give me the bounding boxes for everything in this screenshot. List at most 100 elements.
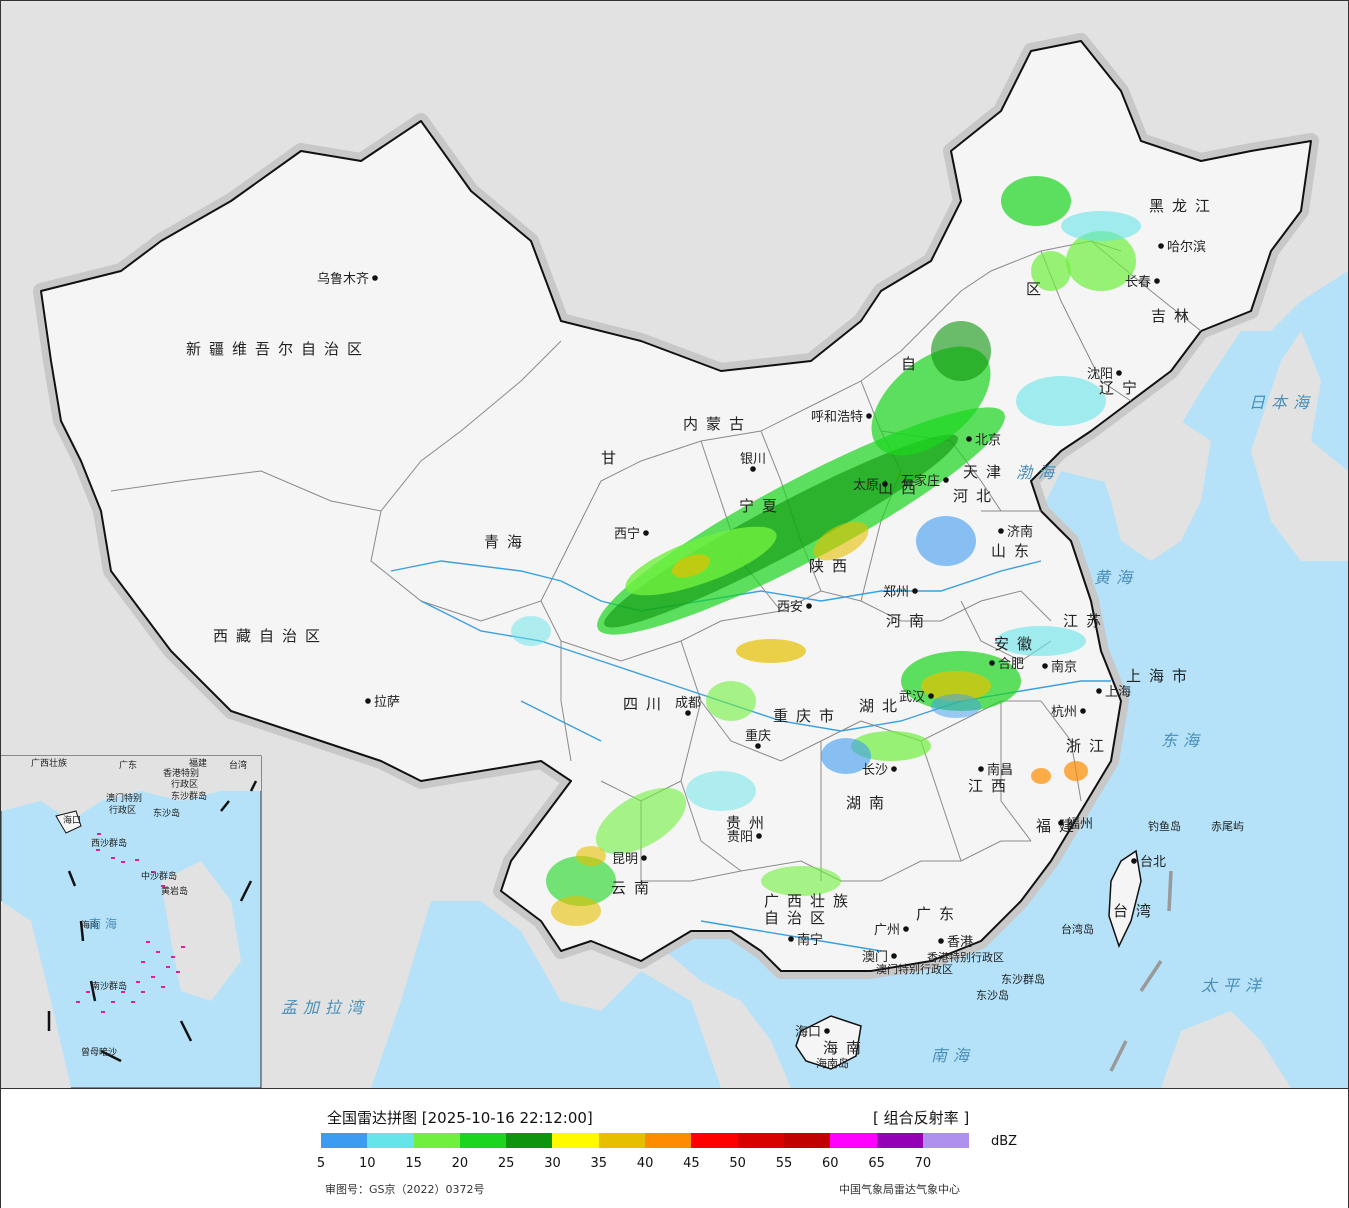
color-swatch (645, 1133, 692, 1148)
city-marker[interactable] (978, 766, 984, 772)
hainan-island (795, 1015, 862, 1070)
inset-label: 东沙群岛 (171, 790, 207, 802)
inset-island-mark (151, 871, 155, 873)
color-scale-tick-label: 65 (868, 1156, 885, 1171)
city-marker[interactable] (685, 710, 691, 716)
province-label-tianjin: 天津 (963, 463, 1009, 481)
sea-label: 东海 (1161, 731, 1205, 750)
city-marker[interactable] (903, 926, 909, 932)
inset-label: 海口 (63, 814, 81, 826)
inset-label: 澳门特别 (106, 792, 142, 804)
city-marker[interactable] (882, 481, 888, 487)
province-label-jiangsu: 江苏 (1063, 612, 1109, 630)
city-marker[interactable] (372, 275, 378, 281)
inset-label: 西沙群岛 (91, 837, 127, 849)
color-scale-bar (321, 1133, 970, 1148)
sea-label: 太平洋 (1201, 976, 1267, 995)
radar-echo (931, 694, 981, 718)
province-label-xinjiang: 新疆维吾尔自治区 (186, 340, 370, 358)
inset-island-mark (121, 861, 125, 863)
inset-label: 香港特别 (163, 767, 199, 779)
city-marker[interactable] (998, 528, 1004, 534)
city-marker[interactable] (365, 698, 371, 704)
radar-echo (595, 787, 687, 855)
city-marker[interactable] (1131, 858, 1137, 864)
inset-label: 中沙群岛 (141, 870, 177, 882)
province-label-qinghai: 青海 (484, 533, 530, 551)
city-marker[interactable] (1058, 820, 1064, 826)
inset-label: 行政区 (109, 804, 136, 816)
color-swatch (783, 1133, 831, 1148)
city-marker[interactable] (891, 953, 897, 959)
color-scale-tick-label: 5 (316, 1156, 326, 1171)
city-marker[interactable] (943, 477, 949, 483)
city-marker[interactable] (966, 436, 972, 442)
province-label-hunan: 湖南 (846, 794, 892, 812)
color-scale-tick-label: 25 (497, 1156, 515, 1171)
color-swatch (367, 1133, 414, 1148)
color-swatch (922, 1133, 970, 1148)
city-label: 海口 (795, 1025, 821, 1040)
foreign-land-japan (1251, 331, 1348, 561)
radar-echo (1016, 376, 1106, 426)
city-marker[interactable] (928, 693, 934, 699)
city-label: 成都 (675, 696, 701, 711)
city-marker[interactable] (912, 588, 918, 594)
radar-echo (761, 866, 841, 896)
city-marker[interactable] (806, 603, 812, 609)
city-marker[interactable] (788, 936, 794, 942)
city-marker[interactable] (641, 855, 647, 861)
city-label: 南昌 (987, 762, 1013, 778)
island-label: 海南岛 (816, 1056, 849, 1070)
city-marker[interactable] (643, 530, 649, 536)
city-marker[interactable] (938, 938, 944, 944)
sea-label: 黄海 (1094, 568, 1138, 587)
city-label: 合肥 (998, 657, 1024, 672)
inset-label: 南沙群岛 (91, 980, 127, 992)
inset-label: 海南 (81, 919, 99, 931)
island-label: 东沙群岛 (1001, 972, 1045, 986)
inset-label: 广东 (119, 759, 137, 771)
province-label-hainan: 海南 (823, 1039, 869, 1057)
city-marker[interactable] (1154, 278, 1160, 284)
color-swatch (506, 1133, 553, 1148)
city-label: 石家庄 (901, 473, 940, 489)
city-marker[interactable] (755, 743, 761, 749)
province-label-fujian: 福建 (1036, 817, 1082, 835)
city-label: 西安 (777, 600, 803, 615)
inset-island-mark (86, 991, 90, 993)
city-label: 昆明 (612, 852, 638, 867)
city-marker[interactable] (750, 466, 756, 472)
inset-label: 广西壮族 (31, 757, 67, 769)
city-label: 贵阳 (727, 830, 753, 845)
south-china-sea-inset: 广西壮族 广东 福建 台湾海口香港特别行政区澳门特别行政区东沙群岛东沙岛西沙群岛中沙群… (1, 755, 262, 1088)
color-swatch (737, 1133, 784, 1148)
city-marker[interactable] (1116, 370, 1122, 376)
city-marker[interactable] (756, 833, 762, 839)
city-label: 西宁 (614, 526, 640, 542)
city-label: 济南 (1007, 524, 1033, 540)
legend-title: 全国雷达拼图 [2025-10-16 22:12:00] (327, 1109, 593, 1127)
city-marker[interactable] (1096, 688, 1102, 694)
radar-map[interactable]: 广西壮族 广东 福建 台湾 海口 香港特别 行政区 澳门特别 行政区 东沙群岛 东沙岛 西沙群岛 中沙群… (1, 1, 1348, 1088)
map-approval-number: 审图号：GS京（2022）0372号 (325, 1183, 485, 1196)
color-scale-tick-label: 45 (683, 1156, 700, 1171)
city-marker[interactable] (1158, 243, 1164, 249)
inset-island-mark (121, 991, 125, 993)
inset-island-mark (96, 849, 100, 851)
city-label: 长春 (1125, 275, 1151, 290)
city-marker[interactable] (1042, 663, 1048, 669)
city-marker[interactable] (824, 1028, 830, 1034)
radar-echo (546, 856, 616, 906)
color-scale-tick-label: 20 (451, 1156, 469, 1171)
province-label-jiangxi: 江西 (968, 777, 1014, 795)
city-label: 北京 (975, 433, 1001, 448)
city-marker[interactable] (891, 766, 897, 772)
province-label-anhui: 安徽 (994, 635, 1040, 653)
city-marker[interactable] (1080, 708, 1086, 714)
foreign-land-sea-east-asia (1161, 1011, 1291, 1088)
radar-echo (821, 738, 871, 774)
city-marker[interactable] (989, 660, 995, 666)
province-label-neimenggu2: 自 (901, 355, 924, 373)
city-marker[interactable] (866, 413, 872, 419)
